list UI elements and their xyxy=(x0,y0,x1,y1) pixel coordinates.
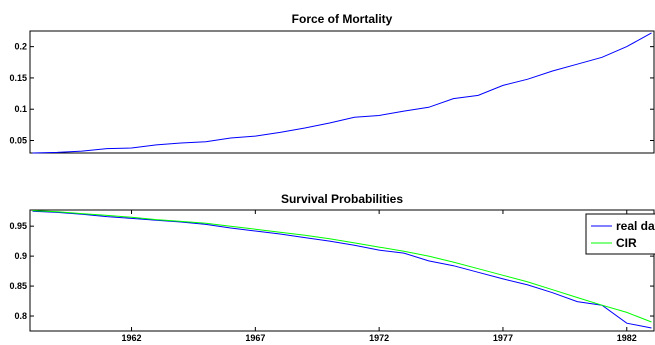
series-line-force-of-mortality xyxy=(32,32,652,154)
legend-label-real-data: real data xyxy=(616,219,655,233)
axis-ticks: 0.05 0.1 0.15 0.2 xyxy=(9,42,654,145)
series-line-cir xyxy=(32,210,652,323)
series-group xyxy=(32,210,652,329)
y-tick-label: 0.15 xyxy=(9,73,27,83)
chart-title: Force of Mortality xyxy=(292,12,393,26)
legend-box xyxy=(585,213,655,255)
chart-title: Survival Probabilities xyxy=(281,192,403,206)
x-tick-label: 1967 xyxy=(245,333,265,343)
chart-force-of-mortality: Force of Mortality 0.05 0.1 0.15 0.2 xyxy=(9,12,655,154)
chart-survival-probabilities: Survival Probabilities 0.8 0.85 0.9 0.95 196… xyxy=(9,192,655,343)
y-tick-label: 0.95 xyxy=(9,221,27,231)
y-tick-label: 0.1 xyxy=(14,104,27,114)
y-tick-label: 0.9 xyxy=(14,251,27,261)
x-tick-label: 1982 xyxy=(617,333,637,343)
axis-ticks: 0.8 0.85 0.9 0.95 1962 1967 1972 1977 1982 xyxy=(9,210,654,343)
x-tick-label: 1977 xyxy=(493,333,513,343)
legend: real data CIR xyxy=(585,213,655,255)
y-tick-label: 0.2 xyxy=(14,42,27,52)
series-group xyxy=(32,32,652,154)
y-tick-label: 0.85 xyxy=(9,281,27,291)
legend-label-cir: CIR xyxy=(616,236,637,250)
y-tick-label: 0.05 xyxy=(9,135,27,145)
y-tick-label: 0.8 xyxy=(14,311,27,321)
series-line-real-data xyxy=(32,210,652,329)
plot-area xyxy=(29,209,655,332)
x-tick-label: 1962 xyxy=(122,333,142,343)
plot-area xyxy=(29,30,655,154)
x-tick-label: 1972 xyxy=(369,333,389,343)
